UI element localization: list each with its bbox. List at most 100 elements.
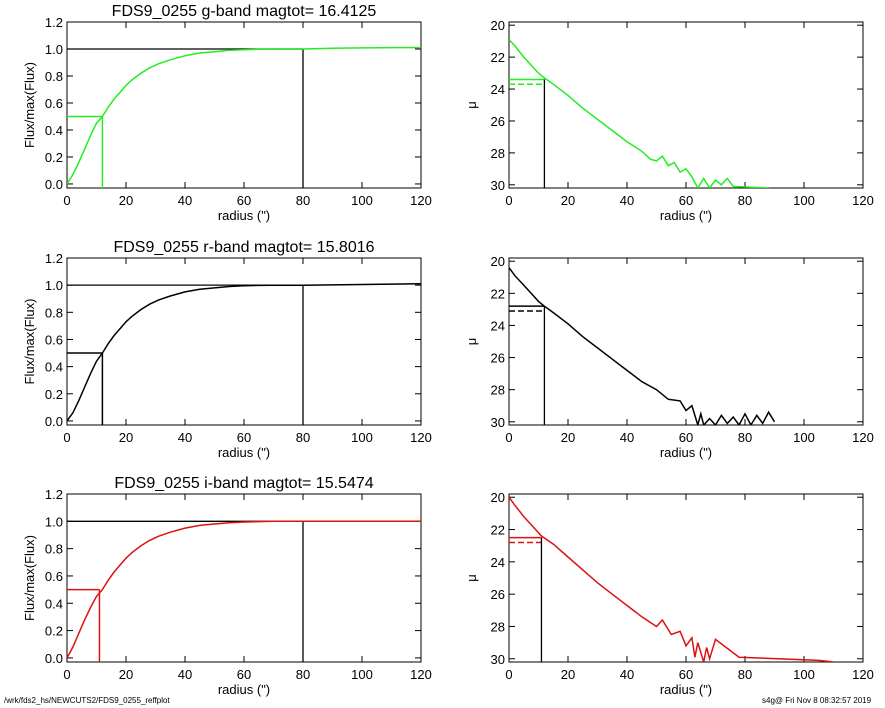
axes-frame xyxy=(66,493,422,663)
x-tick-label: 100 xyxy=(351,430,373,445)
chart-title: FDS9_0255 g-band magtot= 16.4125 xyxy=(112,3,377,20)
profile-line xyxy=(509,39,769,188)
x-tick-label: 60 xyxy=(237,430,251,445)
y-tick-label: 0.2 xyxy=(45,387,63,402)
x-tick-label: 80 xyxy=(296,193,310,208)
y-tick-label: 24 xyxy=(491,555,505,570)
y-tick-label: 0.6 xyxy=(45,569,63,584)
x-tick-label: 0 xyxy=(63,193,70,208)
x-tick-label: 20 xyxy=(119,430,133,445)
y-tick-label: 1.2 xyxy=(45,15,63,30)
x-tick-label: 20 xyxy=(119,193,133,208)
y-axis-label: Flux/max(Flux) xyxy=(22,62,37,148)
axes-frame xyxy=(66,257,422,426)
x-tick-label: 60 xyxy=(679,430,693,445)
y-tick-label: 28 xyxy=(491,146,505,161)
y-axis-label: μ xyxy=(464,101,479,109)
x-tick-label: 80 xyxy=(296,430,310,445)
y-tick-label: 30 xyxy=(491,652,505,667)
x-axis-label: radius (") xyxy=(660,445,712,460)
x-tick-label: 40 xyxy=(620,430,634,445)
y-tick-label: 0.4 xyxy=(45,360,63,375)
axes-frame xyxy=(508,21,864,189)
x-tick-label: 120 xyxy=(410,667,432,682)
x-tick-label: 40 xyxy=(178,667,192,682)
x-axis-label: radius (") xyxy=(660,208,712,223)
chart-title: FDS9_0255 i-band magtot= 15.5474 xyxy=(114,475,373,492)
x-tick-label: 100 xyxy=(793,430,815,445)
x-tick-label: 120 xyxy=(852,667,874,682)
x-tick-label: 60 xyxy=(237,193,251,208)
panel-4: 0 20 40 60 80 100 120 20 22 24 26 28 30 radius (") μ xyxy=(464,254,874,460)
x-tick-label: 0 xyxy=(63,667,70,682)
y-tick-label: 28 xyxy=(491,619,505,634)
y-tick-label: 20 xyxy=(491,254,505,269)
x-tick-label: 20 xyxy=(561,430,575,445)
profile-line xyxy=(509,267,776,425)
y-tick-label: 1.2 xyxy=(45,251,63,266)
axes-frame xyxy=(66,21,422,189)
panel-6: 0 20 40 60 80 100 120 20 22 24 26 28 30 radius (") μ xyxy=(464,490,874,697)
y-tick-label: 24 xyxy=(491,82,505,97)
x-tick-label: 100 xyxy=(793,667,815,682)
y-tick-label: 0.8 xyxy=(45,305,63,320)
y-tick-label: 26 xyxy=(491,114,505,129)
y-axis-label: μ xyxy=(464,338,479,346)
chart-title: FDS9_0255 r-band magtot= 15.8016 xyxy=(113,239,374,256)
x-tick-label: 0 xyxy=(505,193,512,208)
y-tick-label: 0.8 xyxy=(45,542,63,557)
y-tick-label: 1.0 xyxy=(45,514,63,529)
y-tick-label: 28 xyxy=(491,383,505,398)
y-tick-label: 22 xyxy=(491,50,505,65)
x-tick-label: 60 xyxy=(237,667,251,682)
y-tick-label: 0.2 xyxy=(45,624,63,639)
y-tick-label: 0.8 xyxy=(45,69,63,84)
x-axis-label: radius (") xyxy=(218,682,270,697)
y-tick-label: 0.2 xyxy=(45,150,63,165)
axes-frame xyxy=(508,493,864,663)
x-tick-label: 20 xyxy=(561,193,575,208)
x-tick-label: 0 xyxy=(505,430,512,445)
x-tick-label: 80 xyxy=(296,667,310,682)
x-tick-label: 20 xyxy=(119,667,133,682)
y-axis-label: Flux/max(Flux) xyxy=(22,299,37,385)
x-tick-label: 120 xyxy=(852,193,874,208)
x-tick-label: 0 xyxy=(63,430,70,445)
y-tick-label: 26 xyxy=(491,587,505,602)
x-tick-label: 100 xyxy=(793,193,815,208)
x-axis-label: radius (") xyxy=(218,445,270,460)
y-tick-label: 0.6 xyxy=(45,332,63,347)
x-tick-label: 100 xyxy=(351,667,373,682)
x-tick-label: 40 xyxy=(178,193,192,208)
y-tick-label: 30 xyxy=(491,178,505,193)
y-tick-label: 0.4 xyxy=(45,123,63,138)
y-tick-label: 20 xyxy=(491,18,505,33)
y-tick-label: 0.0 xyxy=(45,414,63,429)
y-tick-label: 0.6 xyxy=(45,96,63,111)
footer-path: /wrk/fds2_hs/NEWCUTS2/FDS9_0255_reffplot xyxy=(4,696,170,705)
x-tick-label: 120 xyxy=(410,430,432,445)
profile-line xyxy=(67,520,421,659)
panel-5: 0 20 40 60 80 100 120 0.0 0.2 0.4 0.6 0.8 1.0 1.2 radi… xyxy=(22,475,432,697)
y-axis-label: μ xyxy=(464,574,479,582)
panel-1: 0 20 40 60 80 100 120 0.0 0.2 0.4 0.6 0.8 1.0 1.2 radi… xyxy=(22,3,432,223)
x-tick-label: 40 xyxy=(178,430,192,445)
x-tick-label: 60 xyxy=(679,667,693,682)
y-tick-label: 0.0 xyxy=(45,177,63,192)
axes-frame xyxy=(508,257,864,426)
y-tick-label: 22 xyxy=(491,523,505,538)
y-tick-label: 26 xyxy=(491,351,505,366)
x-axis-label: radius (") xyxy=(660,682,712,697)
x-axis-label: radius (") xyxy=(218,208,270,223)
x-tick-label: 120 xyxy=(410,193,432,208)
y-tick-label: 22 xyxy=(491,286,505,301)
x-tick-label: 40 xyxy=(620,193,634,208)
y-tick-label: 1.2 xyxy=(45,487,63,502)
y-tick-label: 0.0 xyxy=(45,651,63,666)
y-tick-label: 30 xyxy=(491,415,505,430)
profile-line xyxy=(67,283,421,422)
panel-2: 0 20 40 60 80 100 120 20 22 24 26 28 30 radius (") μ xyxy=(464,18,874,223)
x-tick-label: 120 xyxy=(852,430,874,445)
x-tick-label: 80 xyxy=(738,193,752,208)
